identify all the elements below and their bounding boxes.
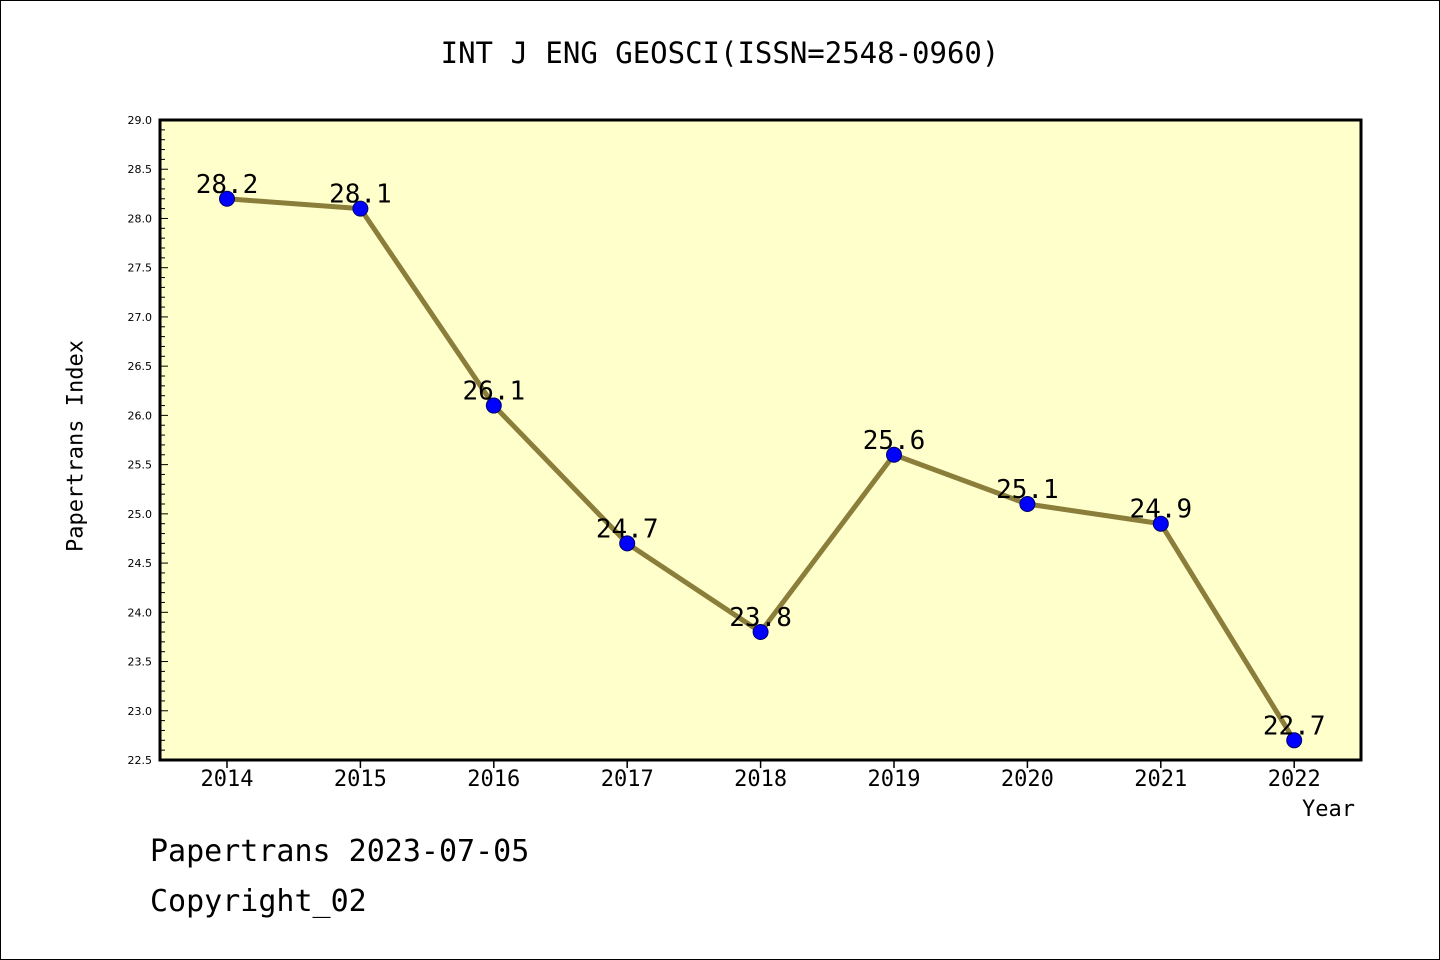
footer-copyright-text: Copyright_02 [150, 884, 367, 919]
data-point [219, 190, 235, 207]
x-tick-label: 2022 [1268, 767, 1321, 792]
y-tick-label: 27.5 [128, 262, 153, 275]
data-label: 23.8 [729, 603, 792, 633]
x-tick-label: 2021 [1134, 767, 1187, 792]
y-tick-label: 23.5 [128, 656, 153, 669]
footer-date-text: Papertrans 2023-07-05 [150, 834, 530, 869]
data-label: 22.7 [1263, 711, 1326, 741]
data-point [752, 624, 769, 640]
data-label: 26.1 [462, 377, 525, 407]
y-tick-label: 28.0 [128, 212, 153, 225]
data-point [1152, 515, 1169, 532]
data-label: 25.1 [996, 475, 1059, 505]
y-axis-label: Papertrans Index [63, 340, 89, 552]
plot-area [160, 120, 1361, 760]
y-tick-label: 25.5 [128, 459, 153, 472]
data-point [352, 200, 369, 217]
y-tick-label: 23.0 [128, 705, 153, 718]
y-tick-label: 27.0 [128, 311, 153, 324]
x-tick-label: 2016 [467, 767, 520, 792]
data-point [1286, 732, 1303, 749]
y-tick-label: 29.0 [128, 114, 153, 127]
y-tick-label: 22.5 [128, 754, 153, 767]
x-tick-label: 2020 [1001, 767, 1054, 792]
x-tick-label: 2015 [334, 767, 387, 792]
y-tick-label: 26.5 [128, 360, 153, 373]
chart-title: INT J ENG GEOSCI(ISSN=2548-0960) [440, 36, 1000, 70]
plot-border [158, 118, 1363, 762]
x-tick-label: 2017 [601, 767, 654, 792]
data-label: 24.7 [596, 514, 659, 544]
data-label: 24.9 [1129, 495, 1192, 525]
data-label: 28.2 [196, 170, 259, 200]
x-axis-label: Year [1302, 797, 1355, 822]
y-tick-label: 24.0 [128, 606, 153, 619]
data-point [619, 535, 636, 552]
x-tick-label: 2019 [868, 767, 921, 792]
data-point [485, 397, 502, 414]
y-tick-label: 26.0 [128, 409, 153, 422]
data-point [1019, 496, 1036, 512]
x-tick-label: 2014 [201, 767, 254, 792]
data-point [886, 446, 902, 463]
data-label: 25.6 [863, 426, 926, 456]
data-label: 28.1 [329, 180, 392, 210]
y-tick-label: 24.5 [128, 557, 153, 570]
x-tick-label: 2018 [734, 767, 787, 792]
y-tick-label: 25.0 [128, 508, 153, 521]
y-tick-label: 28.5 [128, 163, 153, 176]
